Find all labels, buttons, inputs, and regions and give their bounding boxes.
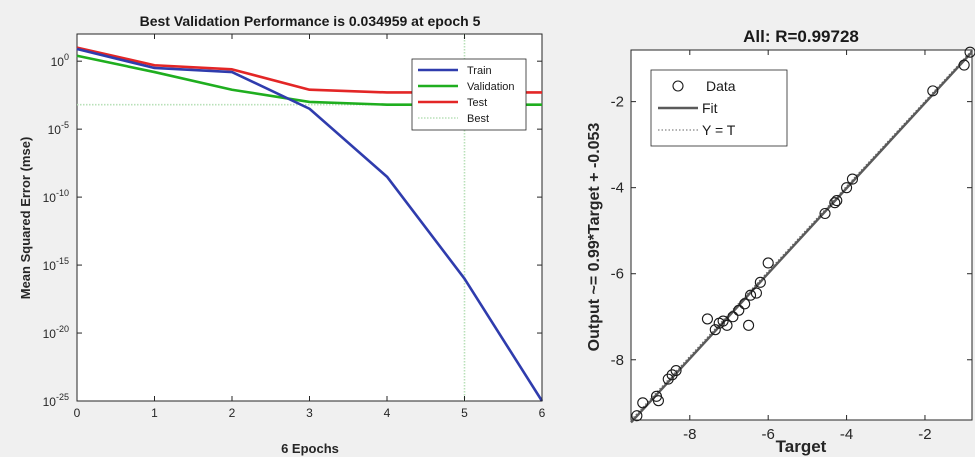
legend-marker-data: [672, 80, 684, 92]
y-tick-exponent: -10: [56, 188, 69, 198]
data-point: [829, 197, 841, 209]
regression-chart-title: All: R=0.99728: [743, 27, 859, 46]
data-point: [831, 195, 843, 207]
legend-label-best: Best: [467, 113, 489, 125]
data-point: [754, 276, 766, 288]
performance-legend-entries: Train Validation Test Best: [418, 65, 515, 125]
performance-legend: Train Validation Test Best: [411, 58, 527, 131]
data-point: [727, 311, 739, 323]
y-tick-exponent: -5: [61, 120, 69, 130]
data-point: [721, 319, 733, 331]
y-tick-label: -6: [611, 266, 624, 283]
fit-line: [630, 51, 973, 424]
x-tick-label: 3: [306, 406, 313, 420]
y-tick-base: 10: [43, 259, 57, 273]
legend-label-3: Y = T: [702, 122, 736, 138]
x-tick-label: 1: [151, 406, 158, 420]
performance-chart: Best Validation Performance is 0.034959 …: [0, 0, 566, 457]
x-tick-label: 4: [384, 406, 391, 420]
x-tick-label: -8: [683, 426, 696, 443]
y-tick-exponent: 0: [64, 52, 69, 62]
y-tick-base: 10: [43, 395, 57, 409]
regression-y-ticks: -2 -4 -6 -8: [611, 94, 972, 369]
y-tick-base: 10: [48, 123, 62, 137]
y-tick-label: 10-10: [43, 188, 69, 205]
y-tick-label: -8: [611, 352, 624, 369]
data-point: [846, 173, 859, 185]
data-point: [841, 182, 853, 194]
data-point: [743, 319, 755, 331]
x-tick-label: 6: [539, 406, 546, 420]
y-tick-exponent: -25: [56, 392, 69, 402]
regression-chart: All: R=0.99728 Target Output ~= 0.99*Tar…: [566, 0, 975, 457]
data-point: [666, 369, 678, 381]
data-point: [631, 410, 643, 422]
x-tick-label: -6: [762, 426, 775, 443]
y-tick-label: 10-25: [43, 392, 69, 409]
x-tick-label: -2: [918, 426, 931, 443]
data-point: [964, 46, 975, 58]
x-tick-label: -4: [840, 426, 853, 443]
y-tick-label: 10-20: [43, 324, 69, 341]
data-point: [744, 289, 757, 301]
performance-x-axis-label: 6 Epochs: [281, 441, 339, 456]
x-tick-label: 5: [461, 406, 468, 420]
y-tick-base: 10: [43, 191, 57, 205]
data-point: [670, 364, 682, 377]
y-tick-label: 10-5: [48, 120, 69, 137]
x-tick-label: 2: [229, 406, 236, 420]
regression-data-points: [631, 46, 975, 422]
regression-x-ticks: -8 -6 -4 -2: [683, 50, 932, 443]
y-tick-label: -2: [611, 94, 624, 111]
y-tick-exponent: -20: [56, 324, 69, 334]
data-point: [958, 59, 970, 71]
data-point: [762, 257, 774, 269]
legend-label-1: Data: [706, 78, 736, 94]
y-tick-label: 100: [51, 52, 69, 69]
y-tick-exponent: -15: [56, 256, 69, 266]
data-point: [927, 85, 939, 97]
legend-label-validation: Validation: [467, 81, 515, 93]
regression-legend: Data Fit Y = T: [650, 69, 788, 147]
legend-label-test: Test: [467, 97, 487, 109]
performance-y-axis-label: Mean Squared Error (mse): [18, 137, 33, 300]
data-point: [733, 304, 745, 316]
data-point: [717, 315, 729, 327]
y-tick-base: 10: [51, 55, 65, 69]
data-point: [750, 287, 762, 299]
legend-label-train: Train: [467, 65, 492, 77]
regression-lines: [630, 49, 973, 424]
y-tick-base: 10: [43, 327, 57, 341]
data-point: [652, 395, 664, 407]
regression-x-axis-label: Target: [776, 437, 827, 456]
y-tick-label: -4: [611, 180, 624, 197]
y-tick-label: 10-15: [43, 256, 69, 273]
data-point: [637, 397, 649, 409]
data-point: [701, 313, 713, 325]
x-tick-label: 0: [74, 406, 81, 420]
regression-legend-entries: Data Fit Y = T: [658, 78, 736, 138]
legend-label-2: Fit: [702, 100, 718, 116]
performance-x-ticks: 0 1 2 3 4 5 6: [74, 34, 546, 420]
data-point: [739, 298, 751, 310]
regression-y-axis-label: Output ~= 0.99*Target + -0.053: [586, 123, 603, 352]
data-point: [709, 324, 721, 336]
series-line-train: [76, 47, 544, 402]
performance-chart-title: Best Validation Performance is 0.034959 …: [140, 13, 481, 29]
data-point: [819, 207, 831, 220]
data-point: [662, 373, 674, 385]
